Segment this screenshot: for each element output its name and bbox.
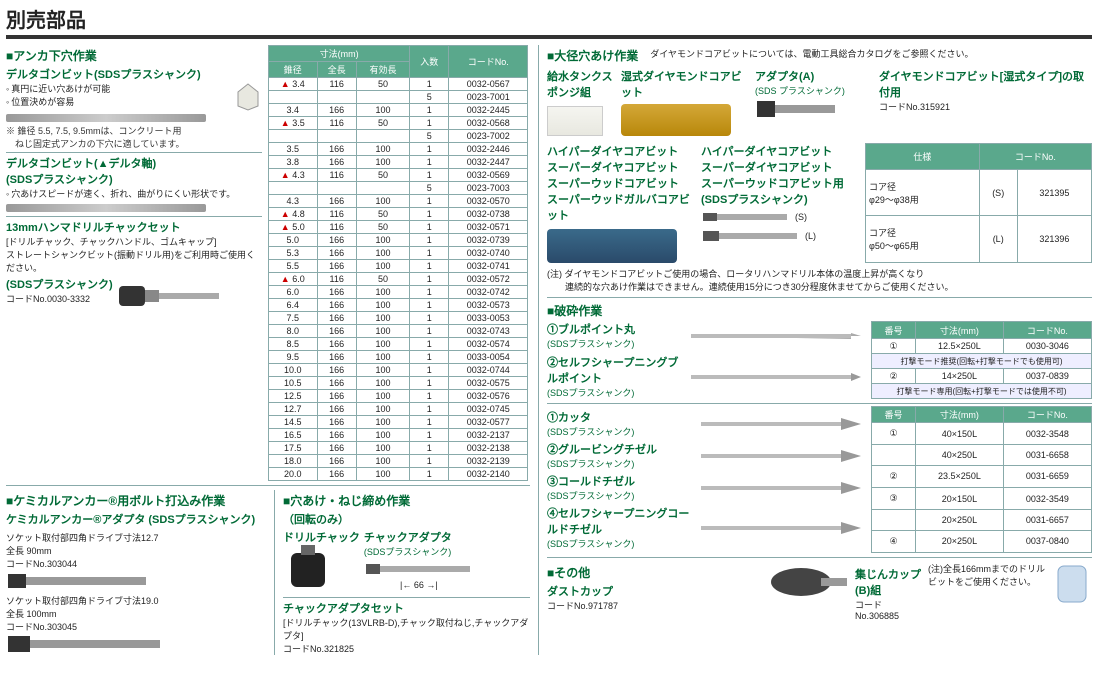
lbl: ダストカップ [547, 583, 747, 599]
chuck-sub: [ドリルチャック、チャックハンドル、ゴムキャップ] [6, 235, 262, 248]
code: コードNo.0030-3332 [6, 292, 113, 305]
bullet: 位置決めが容易 [6, 95, 230, 108]
lbl: (SDS プラスシャンク) [755, 84, 875, 97]
shank: (SDSプラスシャンク) [6, 276, 113, 292]
sponge-icon [547, 106, 603, 136]
drill-sub: （回転のみ） [283, 511, 530, 527]
bit-tip-icon [234, 82, 262, 112]
adapter-a-icon [755, 97, 845, 121]
txt: ソケット取付部四角ドライブ寸法12.7 [6, 531, 268, 544]
lbl: (SDSプラスシャンク) [547, 386, 687, 399]
bullpoint2-icon [691, 372, 861, 382]
code: コードNo.315921 [879, 100, 1092, 113]
bit-table: 寸法(mm)入数コードNo. 錐径全長有効長 ▲ 3.41165010032-0… [268, 45, 528, 481]
dim: 66 [414, 580, 424, 590]
delta-axis-name: デルタゴンビット(▲デルタ軸) [6, 155, 262, 171]
set-note: [ドリルチャック(13VLRB-D),チャック取付ねじ,チャックアダプタ] [283, 616, 530, 642]
lbl: (SDSプラスシャンク) [547, 337, 687, 350]
l-label: (L) [805, 231, 816, 241]
bullet: 真円に近い穴あけが可能 [6, 82, 230, 95]
other-title: ■その他 [547, 564, 747, 581]
txt: 全長 90mm [6, 544, 268, 557]
lbl: ①ブルポイント丸 [547, 321, 687, 337]
chem-sub: ケミカルアンカー®アダプタ (SDSプラスシャンク) [6, 511, 268, 527]
lbl: ドリルチャック [283, 529, 360, 545]
adapter-icon [6, 570, 156, 590]
lbl: 集じんカップ(B)組 [855, 566, 924, 598]
dustcup-b-icon [1052, 562, 1092, 606]
bullet: 穴あけスピードが速く、折れ、曲がりにくい形状です。 [6, 187, 262, 200]
shank-s-icon [701, 209, 791, 225]
code: コードNo.306885 [855, 598, 924, 621]
chuck-icon [117, 276, 227, 314]
note: ※ 錐径 5.5, 7.5, 9.5mmは、コンクリート用 ねじ固定式アンカの下… [6, 124, 262, 150]
code: コードNo.971787 [547, 599, 747, 612]
set-name: チャックアダプタセット [283, 600, 530, 616]
drillchuck-icon [283, 545, 333, 595]
large-note: ダイヤモンドコアビットについては、電動工具総合カタログをご参照ください。 [650, 45, 973, 66]
adapter-icon [6, 633, 166, 655]
chem-title: ■ケミカルアンカー®用ボルト打込み作業 [6, 492, 268, 509]
crush-table1: 番号寸法(mm)コードNo. ①12.5×250L0030-3046 打撃モード… [871, 321, 1092, 399]
delta-axis-sub: (SDSプラスシャンク) [6, 171, 262, 187]
bit-image [6, 204, 206, 212]
large-title: ■大径穴あけ作業 [547, 47, 638, 64]
spec-table: 仕様コードNo. コア径 φ29～φ38用(S)321395 コア径 φ50～φ… [865, 143, 1092, 263]
txt: コードNo.303044 [6, 557, 268, 570]
chuck-note: ストレートシャンクビット(振動ドリル用)をご利用時ご使用ください。 [6, 248, 262, 274]
grp2: ハイパーダイヤコアビット スーパーダイヤコアビット スーパーウッドコアビット用 … [701, 143, 861, 207]
lbl: 湿式ダイヤモンドコアビット [621, 68, 751, 100]
dustcup-icon [751, 562, 851, 602]
lbl: ダイヤモンドコアビット[湿式タイプ]の取付用 [879, 68, 1092, 100]
chuckadapter-icon [364, 558, 474, 580]
shank-l-icon [701, 227, 801, 245]
chuck-name: 13mmハンマドリルチャックセット [6, 219, 262, 235]
bullpoint-icon [691, 331, 861, 341]
page-title: 別売部品 [6, 4, 1092, 39]
drill-title: ■穴あけ・ねじ締め作業 [283, 492, 530, 509]
deltagon-name: デルタゴンビット(SDSプラスシャンク) [6, 66, 262, 82]
corebit2-icon [547, 229, 677, 263]
code: コードNo.321825 [283, 642, 530, 655]
lbl: チャックアダプタ [364, 529, 474, 545]
lbl: アダプタ(A) [755, 68, 875, 84]
anchor-title: ■アンカ下穴作業 [6, 47, 262, 64]
caution: (注) ダイヤモンドコアビットご使用の場合、ロータリハンマドリル本体の温度上昇が… [547, 267, 1092, 293]
grp1: ハイパーダイヤコアビット スーパーダイヤコアビット スーパーウッドコアビット ス… [547, 143, 697, 223]
crush-table2: 番号寸法(mm)コードNo. ①40×150L0032-354840×250L0… [871, 406, 1092, 553]
txt: ソケット取付部四角ドライブ寸法19.0 [6, 594, 268, 607]
s-label: (S) [795, 212, 807, 222]
txt: コードNo.303045 [6, 620, 268, 633]
crush-title: ■破砕作業 [547, 302, 1092, 319]
txt: 全長 100mm [6, 607, 268, 620]
lbl: ②セルフシャープニングブルポイント [547, 354, 687, 386]
note: (注)全長166mmまでのドリルビットをご使用ください。 [928, 562, 1048, 621]
lbl: 給水タンクスポンジ組 [547, 68, 617, 100]
lbl: (SDSプラスシャンク) [364, 545, 474, 558]
bit-image [6, 114, 206, 122]
corebit-icon [621, 104, 731, 136]
